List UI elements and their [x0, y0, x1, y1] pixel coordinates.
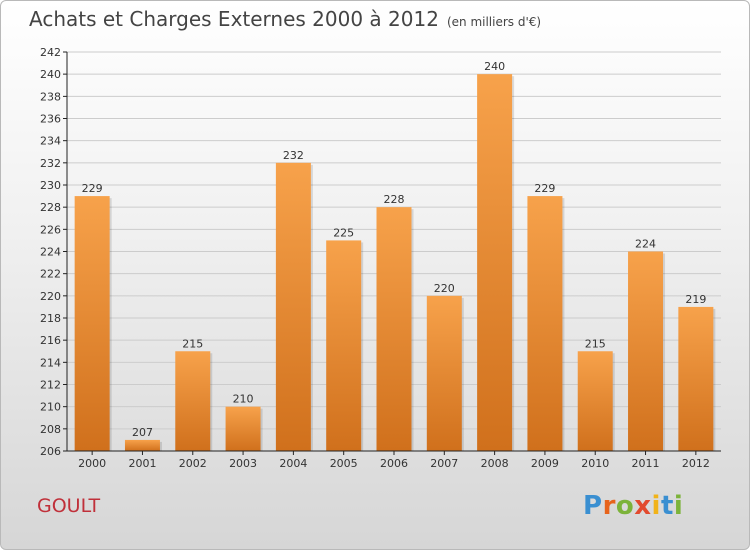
y-tick-label: 224	[40, 246, 61, 259]
bar-value-label: 224	[635, 238, 656, 251]
logo-letter: i	[651, 491, 661, 521]
bar	[225, 406, 261, 451]
bar-value-label: 232	[283, 149, 304, 162]
y-tick-label: 236	[40, 113, 61, 126]
bar	[426, 295, 462, 451]
x-tick-label: 2004	[279, 457, 307, 470]
bar	[477, 74, 513, 452]
y-tick-label: 226	[40, 223, 61, 236]
bar-value-label: 220	[434, 282, 455, 295]
x-tick-label: 2012	[682, 457, 710, 470]
chart-title: Achats et Charges Externes 2000 à 2012	[29, 7, 439, 31]
bar-value-label: 215	[585, 337, 606, 350]
x-tick-label: 2011	[632, 457, 660, 470]
chart-title-block: Achats et Charges Externes 2000 à 2012 (e…	[29, 7, 541, 31]
y-tick-label: 242	[40, 46, 61, 59]
x-tick-label: 2009	[531, 457, 559, 470]
labels: 206 208 210 212 214 216 218 220 222 224 226 228 230 2…	[40, 46, 710, 470]
axes	[63, 51, 721, 455]
bar	[326, 240, 362, 451]
bar-value-label: 229	[82, 182, 103, 195]
y-tick-label: 212	[40, 379, 61, 392]
bar	[74, 196, 110, 451]
x-tick-label: 2002	[179, 457, 207, 470]
bar	[527, 196, 563, 451]
bar	[577, 351, 613, 451]
bar-value-label: 228	[384, 193, 405, 206]
x-tick-label: 2006	[380, 457, 408, 470]
bar-value-label: 210	[233, 393, 254, 406]
bar-value-label: 229	[534, 182, 555, 195]
y-tick-label: 238	[40, 90, 61, 103]
y-tick-label: 230	[40, 179, 61, 192]
y-tick-label: 234	[40, 135, 61, 148]
bar-value-label: 215	[182, 337, 203, 350]
y-tick-label: 220	[40, 290, 61, 303]
bar	[175, 351, 211, 451]
x-tick-label: 2000	[78, 457, 106, 470]
x-tick-label: 2010	[581, 457, 609, 470]
logo-letter: r	[602, 491, 616, 521]
y-tick-label: 210	[40, 401, 61, 414]
y-tick-label: 218	[40, 312, 61, 325]
y-tick-label: 214	[40, 356, 61, 369]
logo-letter: t	[660, 491, 674, 521]
bar	[376, 207, 412, 451]
y-tick-label: 216	[40, 334, 61, 347]
x-tick-label: 2001	[128, 457, 156, 470]
y-tick-label: 206	[40, 445, 61, 458]
logo-letter: x	[634, 491, 652, 521]
proxiti-logo: Proxiti	[583, 491, 683, 521]
bar	[628, 251, 664, 451]
x-tick-label: 2008	[481, 457, 509, 470]
y-tick-label: 228	[40, 201, 61, 214]
x-tick-label: 2003	[229, 457, 257, 470]
bars	[74, 74, 716, 452]
x-tick-label: 2005	[330, 457, 358, 470]
bar	[275, 162, 311, 452]
y-tick-label: 232	[40, 157, 61, 170]
y-tick-label: 208	[40, 423, 61, 436]
y-tick-label: 240	[40, 68, 61, 81]
bar-value-label: 219	[685, 293, 706, 306]
bar	[124, 439, 160, 451]
commune-name: GOULT	[37, 495, 101, 517]
bar-value-label: 225	[333, 226, 354, 239]
logo-letter: P	[583, 491, 603, 521]
y-tick-label: 222	[40, 268, 61, 281]
bar-value-label: 240	[484, 60, 505, 73]
chart-unit: (en milliers d'€)	[446, 15, 542, 29]
logo-letter: i	[673, 491, 684, 521]
logo-letter: o	[615, 491, 635, 521]
x-tick-label: 2007	[430, 457, 458, 470]
bar	[678, 306, 714, 451]
bar-value-label: 207	[132, 426, 153, 439]
